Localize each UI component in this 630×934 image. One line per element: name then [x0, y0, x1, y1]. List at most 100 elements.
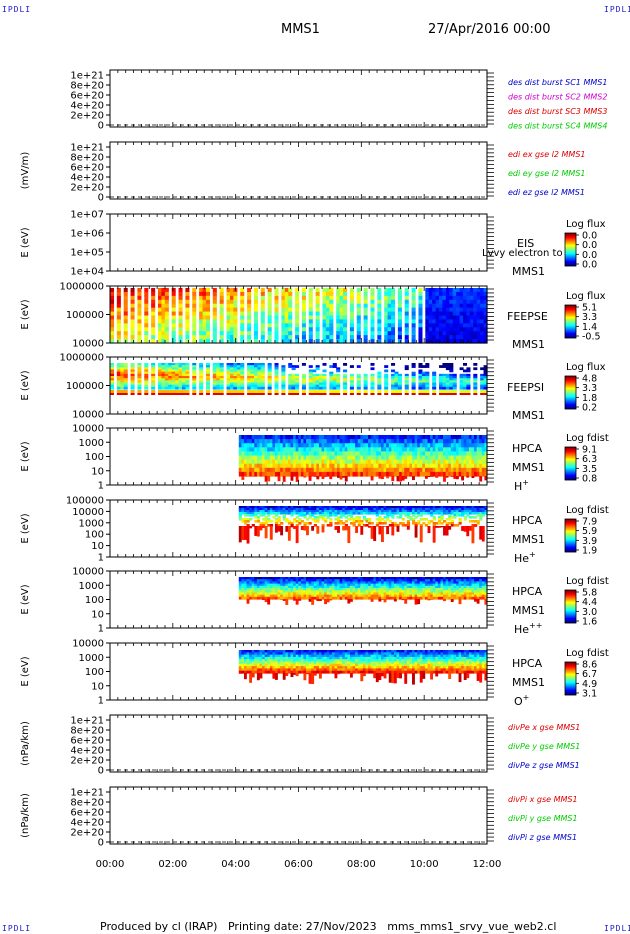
spectrogram-cell	[311, 463, 315, 469]
spectrogram-cell	[241, 451, 245, 457]
spectrogram-cell	[233, 390, 238, 393]
spectrogram-cell	[448, 471, 452, 477]
spectrogram-cell	[229, 369, 234, 373]
spectrogram-cell	[393, 447, 398, 452]
spectrogram-cell	[386, 508, 390, 511]
spectrogram-cell	[339, 471, 343, 477]
spectrogram-cell	[264, 476, 268, 482]
spectrogram-cell	[391, 514, 395, 517]
spectrogram-cell	[344, 447, 348, 452]
spectrogram-cell	[202, 315, 207, 321]
spectrogram-cell	[381, 467, 385, 473]
spectrogram-cell	[378, 508, 382, 511]
spectrogram-cell	[157, 371, 163, 375]
spectrogram-cell	[287, 506, 292, 509]
spectrogram-cell	[404, 439, 408, 444]
spectrogram-cell	[344, 455, 348, 461]
spectrogram-cell	[329, 463, 333, 469]
spectrogram-cell	[249, 510, 253, 513]
spectrogram-cell	[439, 311, 444, 317]
spectrogram-cell	[275, 471, 279, 477]
spectrogram-cell	[422, 439, 426, 444]
spectrogram-cell	[281, 378, 286, 381]
spectrogram-cell	[151, 386, 156, 390]
spectrogram-cell	[219, 378, 224, 381]
spectrogram-cell	[435, 467, 439, 473]
spectrogram-cell	[240, 335, 245, 340]
spectrogram-cell	[481, 447, 486, 452]
spectrogram-cell	[246, 585, 250, 589]
spectrogram-cell	[439, 376, 444, 379]
spectrogram-cell	[332, 376, 337, 379]
spectrogram-cell	[336, 367, 341, 371]
spectrogram-cell	[293, 508, 297, 511]
spectrogram-cell	[450, 516, 454, 519]
spectrogram-cell	[409, 510, 413, 513]
spectrogram-cell	[459, 376, 464, 379]
spectrogram-cell	[414, 506, 418, 509]
spectrogram-cell	[241, 588, 245, 591]
spectrogram-cell	[267, 599, 271, 605]
spectrogram-cell	[260, 303, 265, 309]
spectrogram-cell	[448, 443, 452, 448]
spectrogram-cell	[295, 299, 300, 305]
spectrogram-cell	[116, 367, 121, 371]
spectrogram-cell	[308, 311, 313, 317]
spectrogram-cell	[303, 510, 307, 513]
spectrogram-cell	[240, 393, 245, 395]
spectrogram-cell	[473, 378, 478, 381]
colorbar-title: Log flux	[566, 291, 606, 302]
spectrogram-cell	[421, 380, 426, 384]
spectrogram-cell	[418, 323, 423, 328]
spectrogram-cell	[356, 380, 361, 384]
spectrogram-cell	[349, 319, 354, 324]
spectrogram-cell	[178, 307, 183, 313]
spectrogram-cell	[391, 307, 396, 313]
spectrogram-cell	[347, 471, 351, 477]
spectrogram-cell	[272, 510, 276, 513]
spectrogram-cell	[466, 380, 471, 384]
spectrogram-cell	[313, 508, 317, 511]
spectrogram-cell	[144, 339, 149, 344]
spectrogram-cell	[267, 596, 271, 600]
spectrogram-cell	[352, 467, 356, 473]
spectrogram-cell	[339, 459, 343, 465]
spectrogram-cell	[157, 315, 163, 321]
spectrogram-cell	[295, 455, 299, 461]
spectrogram-cell	[331, 455, 336, 461]
spectrogram-cell	[240, 371, 245, 375]
spectrogram-cell	[442, 384, 447, 388]
spectrogram-cell	[378, 522, 382, 525]
spectrogram-cell	[355, 455, 359, 461]
spectrogram-cell	[363, 373, 368, 377]
spectrogram-cell	[295, 447, 299, 452]
spectrogram-cell	[269, 585, 274, 589]
spectrogram-cell	[404, 367, 409, 371]
spectrogram-cell	[267, 327, 272, 332]
spectrogram-cell	[157, 319, 163, 324]
spectrogram-cell	[396, 526, 400, 532]
spectrogram-cell	[116, 307, 121, 313]
spectrogram-cell	[300, 514, 305, 517]
spectrogram-cell	[456, 303, 461, 309]
spectrogram-cell	[295, 295, 300, 301]
spectrogram-cell	[282, 514, 286, 517]
spectrogram-cell	[334, 451, 338, 457]
spectrogram-cell	[322, 331, 327, 336]
spectrogram-cell	[396, 476, 400, 482]
spectrogram-cell	[300, 520, 305, 523]
colorbar-segment	[565, 317, 576, 319]
spectrogram-cell	[334, 518, 338, 521]
spectrogram-cell	[476, 331, 481, 336]
spectrogram-cell	[123, 380, 128, 384]
spectrogram-cell	[281, 365, 286, 368]
spectrogram-cell	[295, 577, 299, 580]
spectrogram-cell	[259, 439, 263, 444]
spectrogram-cell	[246, 514, 250, 517]
spectrogram-cell	[479, 510, 483, 513]
spectrogram-cell	[377, 299, 382, 305]
spectrogram-cell	[123, 311, 128, 317]
spectrogram-cell	[418, 307, 423, 313]
spectrogram-cell	[254, 467, 258, 473]
